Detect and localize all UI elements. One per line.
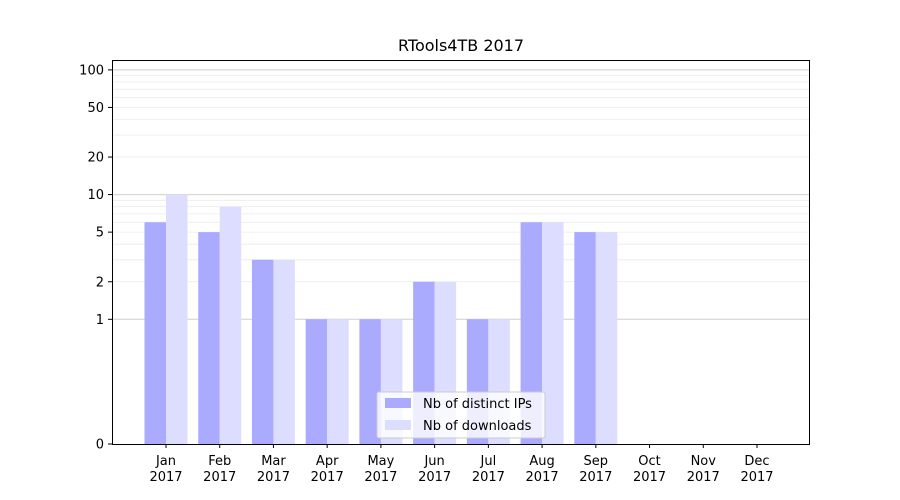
- bar-distinct-ips: [574, 232, 596, 444]
- x-tick-label: Feb 2017: [203, 454, 236, 485]
- y-tick-label: 1: [96, 313, 104, 328]
- x-tick-label: Mar 2017: [257, 454, 290, 485]
- chart-title: RTools4TB 2017: [398, 36, 524, 55]
- x-tick-label: Oct 2017: [633, 454, 666, 485]
- bar-downloads: [327, 319, 349, 444]
- legend-swatch-downloads: [385, 420, 411, 430]
- y-tick-label: 2: [96, 275, 104, 290]
- bar-distinct-ips: [144, 222, 166, 444]
- y-tick-label: 0: [96, 438, 104, 453]
- x-tick-label: Jun 2017: [418, 454, 451, 485]
- y-tick-label: 100: [79, 63, 104, 78]
- legend-label-downloads: Nb of downloads: [423, 419, 532, 434]
- y-tick-label: 20: [87, 151, 104, 166]
- y-axis: 0 1 2 5 10 20 50 100: [79, 63, 112, 453]
- bar-distinct-ips: [251, 259, 274, 444]
- plot-frame: [112, 60, 810, 445]
- bar-downloads: [166, 194, 188, 444]
- x-tick-label: Nov 2017: [687, 454, 720, 485]
- legend-swatch-ips: [385, 398, 411, 408]
- x-tick-label: Jan 2017: [149, 454, 182, 485]
- x-tick-label: Dec 2017: [740, 454, 773, 485]
- bar-downloads: [542, 222, 564, 444]
- x-tick-label: Jul 2017: [472, 454, 505, 485]
- y-tick-label: 5: [96, 226, 104, 241]
- x-axis: Jan 2017 Feb 2017 Mar 2017 Apr 2017 May 2017 Jun 20…: [149, 444, 774, 485]
- bar-distinct-ips: [520, 222, 543, 444]
- x-tick-label: Sep 2017: [579, 454, 612, 485]
- x-tick-label: May 2017: [364, 454, 397, 485]
- x-tick-label: Aug 2017: [526, 454, 559, 485]
- bar-distinct-ips: [305, 319, 328, 444]
- bar-distinct-ips: [359, 319, 381, 444]
- y-tick-label: 10: [87, 188, 104, 203]
- legend-label-ips: Nb of distinct IPs: [423, 397, 532, 412]
- y-tick-label: 50: [87, 101, 104, 116]
- bar-distinct-ips: [198, 232, 220, 444]
- legend: Nb of distinct IPs Nb of downloads: [376, 391, 546, 439]
- legend-box: [376, 391, 546, 439]
- bar-downloads: [273, 259, 295, 444]
- x-tick-label: Apr 2017: [311, 454, 344, 485]
- bar-downloads: [595, 232, 618, 444]
- bar-downloads: [219, 206, 242, 444]
